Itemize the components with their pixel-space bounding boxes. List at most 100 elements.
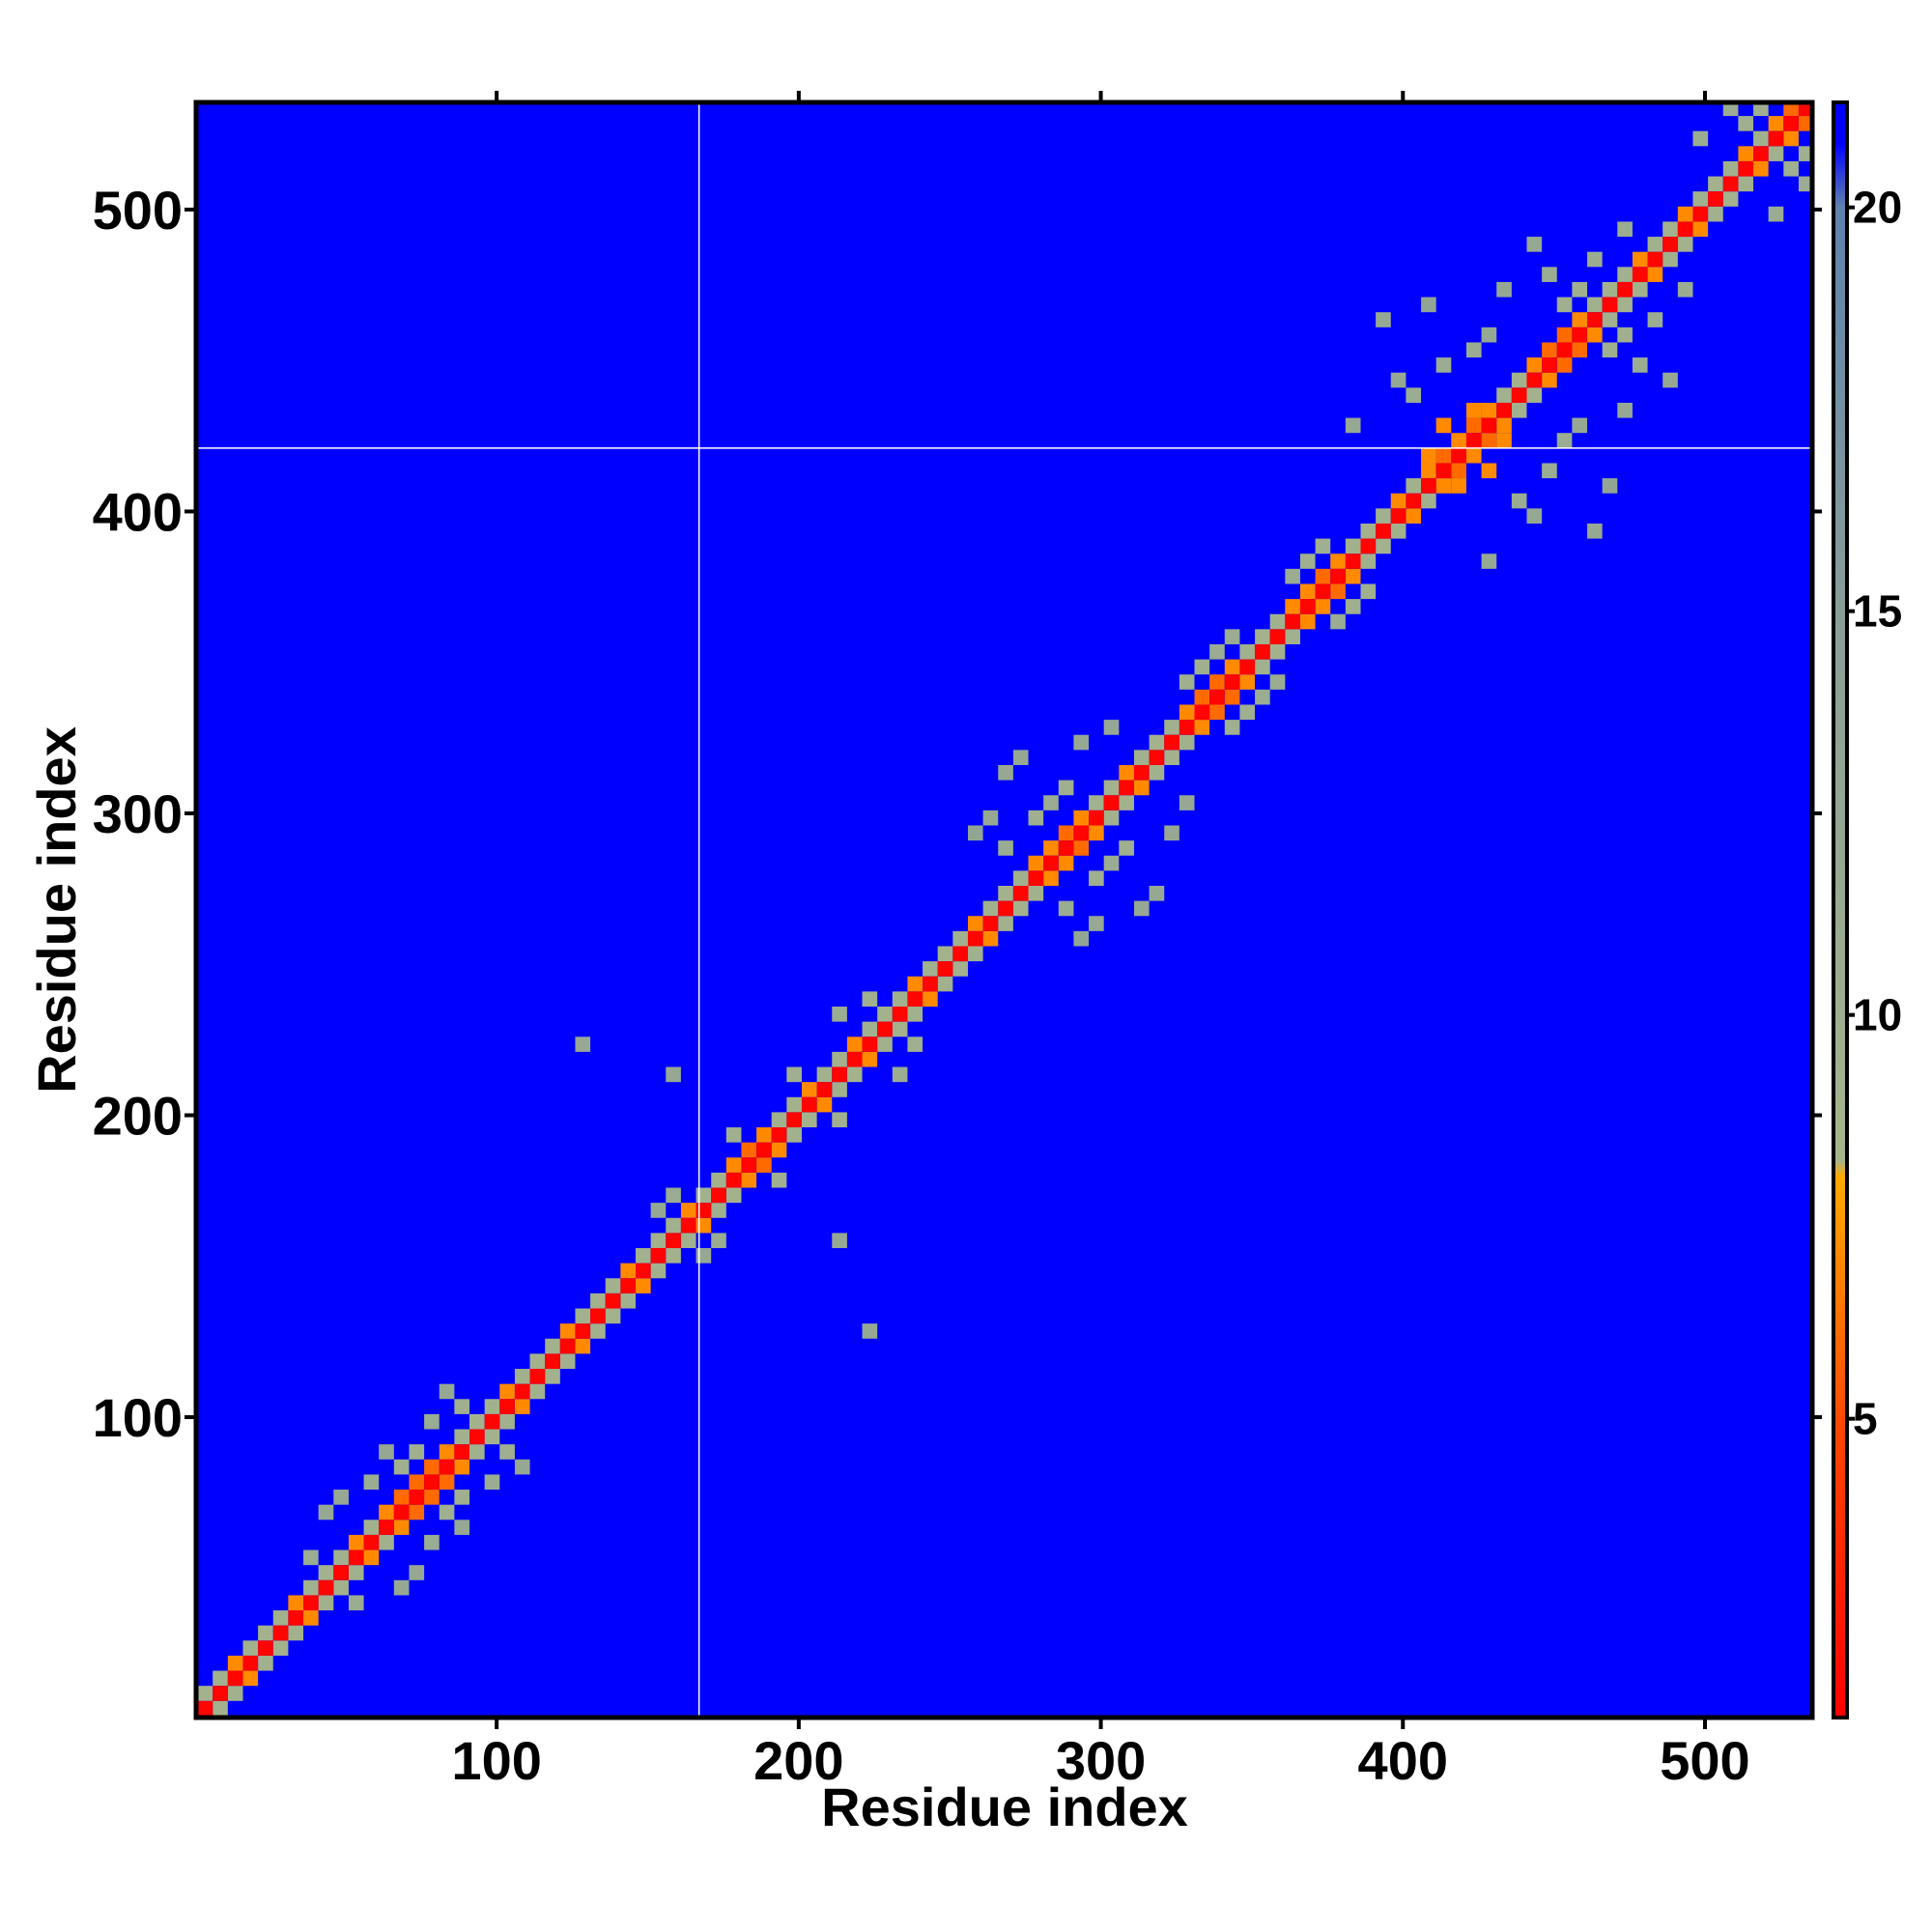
band-cell	[1224, 689, 1240, 705]
diagonal-cell	[937, 961, 953, 977]
band-cell	[1753, 130, 1769, 147]
contact-cell	[379, 1444, 394, 1460]
diagonal-cell	[1269, 629, 1286, 644]
contact-cell	[1028, 810, 1044, 826]
y-tick-label: 300	[93, 783, 183, 844]
band-cell	[801, 1082, 817, 1097]
band-cell	[1556, 357, 1573, 373]
diagonal-cell	[832, 1066, 847, 1083]
band-cell	[1421, 493, 1436, 509]
band-cell	[272, 1640, 289, 1656]
band-cell	[801, 1112, 817, 1128]
y-axis-label: Residue index	[26, 726, 87, 1094]
contact-cell	[1390, 372, 1406, 388]
diagonal-cell	[363, 1534, 380, 1550]
contact-cell	[1421, 297, 1436, 313]
band-cell	[1587, 297, 1603, 313]
diagonal-cell	[892, 1007, 908, 1022]
band-cell	[1119, 764, 1134, 781]
diagonal-cell	[454, 1444, 470, 1460]
contact-cell	[1542, 267, 1557, 282]
diagonal-cell	[982, 916, 999, 931]
diagonal-cell	[242, 1655, 259, 1671]
diagonal-cell	[1617, 281, 1633, 298]
band-cell	[1496, 387, 1512, 403]
band-cell	[1179, 734, 1195, 751]
x-tick-label: 400	[1358, 1730, 1448, 1791]
contact-cell	[1089, 916, 1104, 931]
band-cell	[937, 976, 953, 992]
plot-frame	[193, 99, 1815, 1720]
band-cell	[877, 1007, 893, 1022]
band-cell	[1012, 870, 1029, 886]
band-cell	[1133, 780, 1150, 796]
contact-cell	[1073, 930, 1090, 947]
contact-cell	[1556, 297, 1573, 313]
contact-cell	[1255, 689, 1270, 705]
band-cell	[1556, 327, 1573, 343]
band-cell	[1255, 659, 1270, 675]
contact-cell	[1738, 116, 1754, 131]
diagonal-cell	[439, 1459, 455, 1475]
band-cell	[529, 1383, 546, 1400]
band-cell	[499, 1383, 515, 1400]
band-cell	[1269, 613, 1286, 630]
band-cell	[1722, 160, 1739, 177]
band-cell	[786, 1096, 802, 1113]
contact-cell	[1632, 357, 1648, 373]
diagonal-cell	[725, 1172, 742, 1188]
band-cell	[1481, 402, 1497, 418]
band-cell	[1602, 281, 1618, 298]
band-cell	[907, 976, 923, 992]
diagonal-cell	[227, 1670, 243, 1687]
band-cell	[1406, 508, 1422, 524]
band-cell	[242, 1670, 259, 1687]
band-cell	[1647, 237, 1663, 252]
diagonal-cell	[1465, 433, 1482, 448]
diagonal-cell	[590, 1308, 606, 1324]
diagonal-cell	[393, 1504, 410, 1520]
contact-cell	[1783, 160, 1799, 177]
contact-cell	[1299, 554, 1316, 569]
diagonal-cell	[484, 1413, 500, 1430]
band-cell	[575, 1308, 591, 1324]
diagonal-cell	[952, 946, 968, 962]
contact-cell	[575, 1037, 591, 1052]
band-cell	[1012, 900, 1029, 917]
diagonal-cell	[288, 1610, 304, 1626]
diagonal-cell	[1572, 327, 1588, 343]
diagonal-cell	[998, 900, 1013, 917]
diagonal-cell	[514, 1383, 530, 1400]
contact-cell	[907, 1037, 923, 1052]
band-cell	[379, 1504, 394, 1520]
band-cell	[333, 1579, 349, 1596]
band-cell	[424, 1459, 440, 1475]
band-cell	[1239, 643, 1256, 660]
diagonal-cell	[1179, 720, 1195, 735]
diagonal-cell	[258, 1640, 273, 1656]
band-cell	[1542, 372, 1557, 388]
diagonal-cell	[696, 1203, 712, 1218]
diagonal-cell	[923, 976, 938, 992]
diagonal-cell	[1299, 599, 1316, 614]
band-cell	[1269, 643, 1286, 660]
band-cell	[288, 1625, 304, 1641]
band-cell	[696, 1217, 712, 1234]
diagonal-cell	[1708, 191, 1723, 207]
contact-cell	[666, 1066, 681, 1083]
contact-cell	[1179, 795, 1195, 810]
band-cell	[877, 1037, 893, 1052]
contact-cell	[832, 1112, 847, 1128]
band-cell	[318, 1565, 334, 1580]
band-cell	[771, 1112, 787, 1128]
contact-cell	[1451, 478, 1466, 494]
contact-cell	[725, 1127, 742, 1143]
contact-cell	[454, 1520, 470, 1535]
contact-cell	[409, 1444, 425, 1460]
band-cell	[197, 1686, 213, 1701]
band-cell	[605, 1308, 621, 1324]
contact-cell	[1496, 433, 1512, 448]
diagonal-cell	[1028, 870, 1044, 886]
colorbar-tick-label: 5	[1853, 1394, 1878, 1444]
band-cell	[1194, 689, 1210, 705]
